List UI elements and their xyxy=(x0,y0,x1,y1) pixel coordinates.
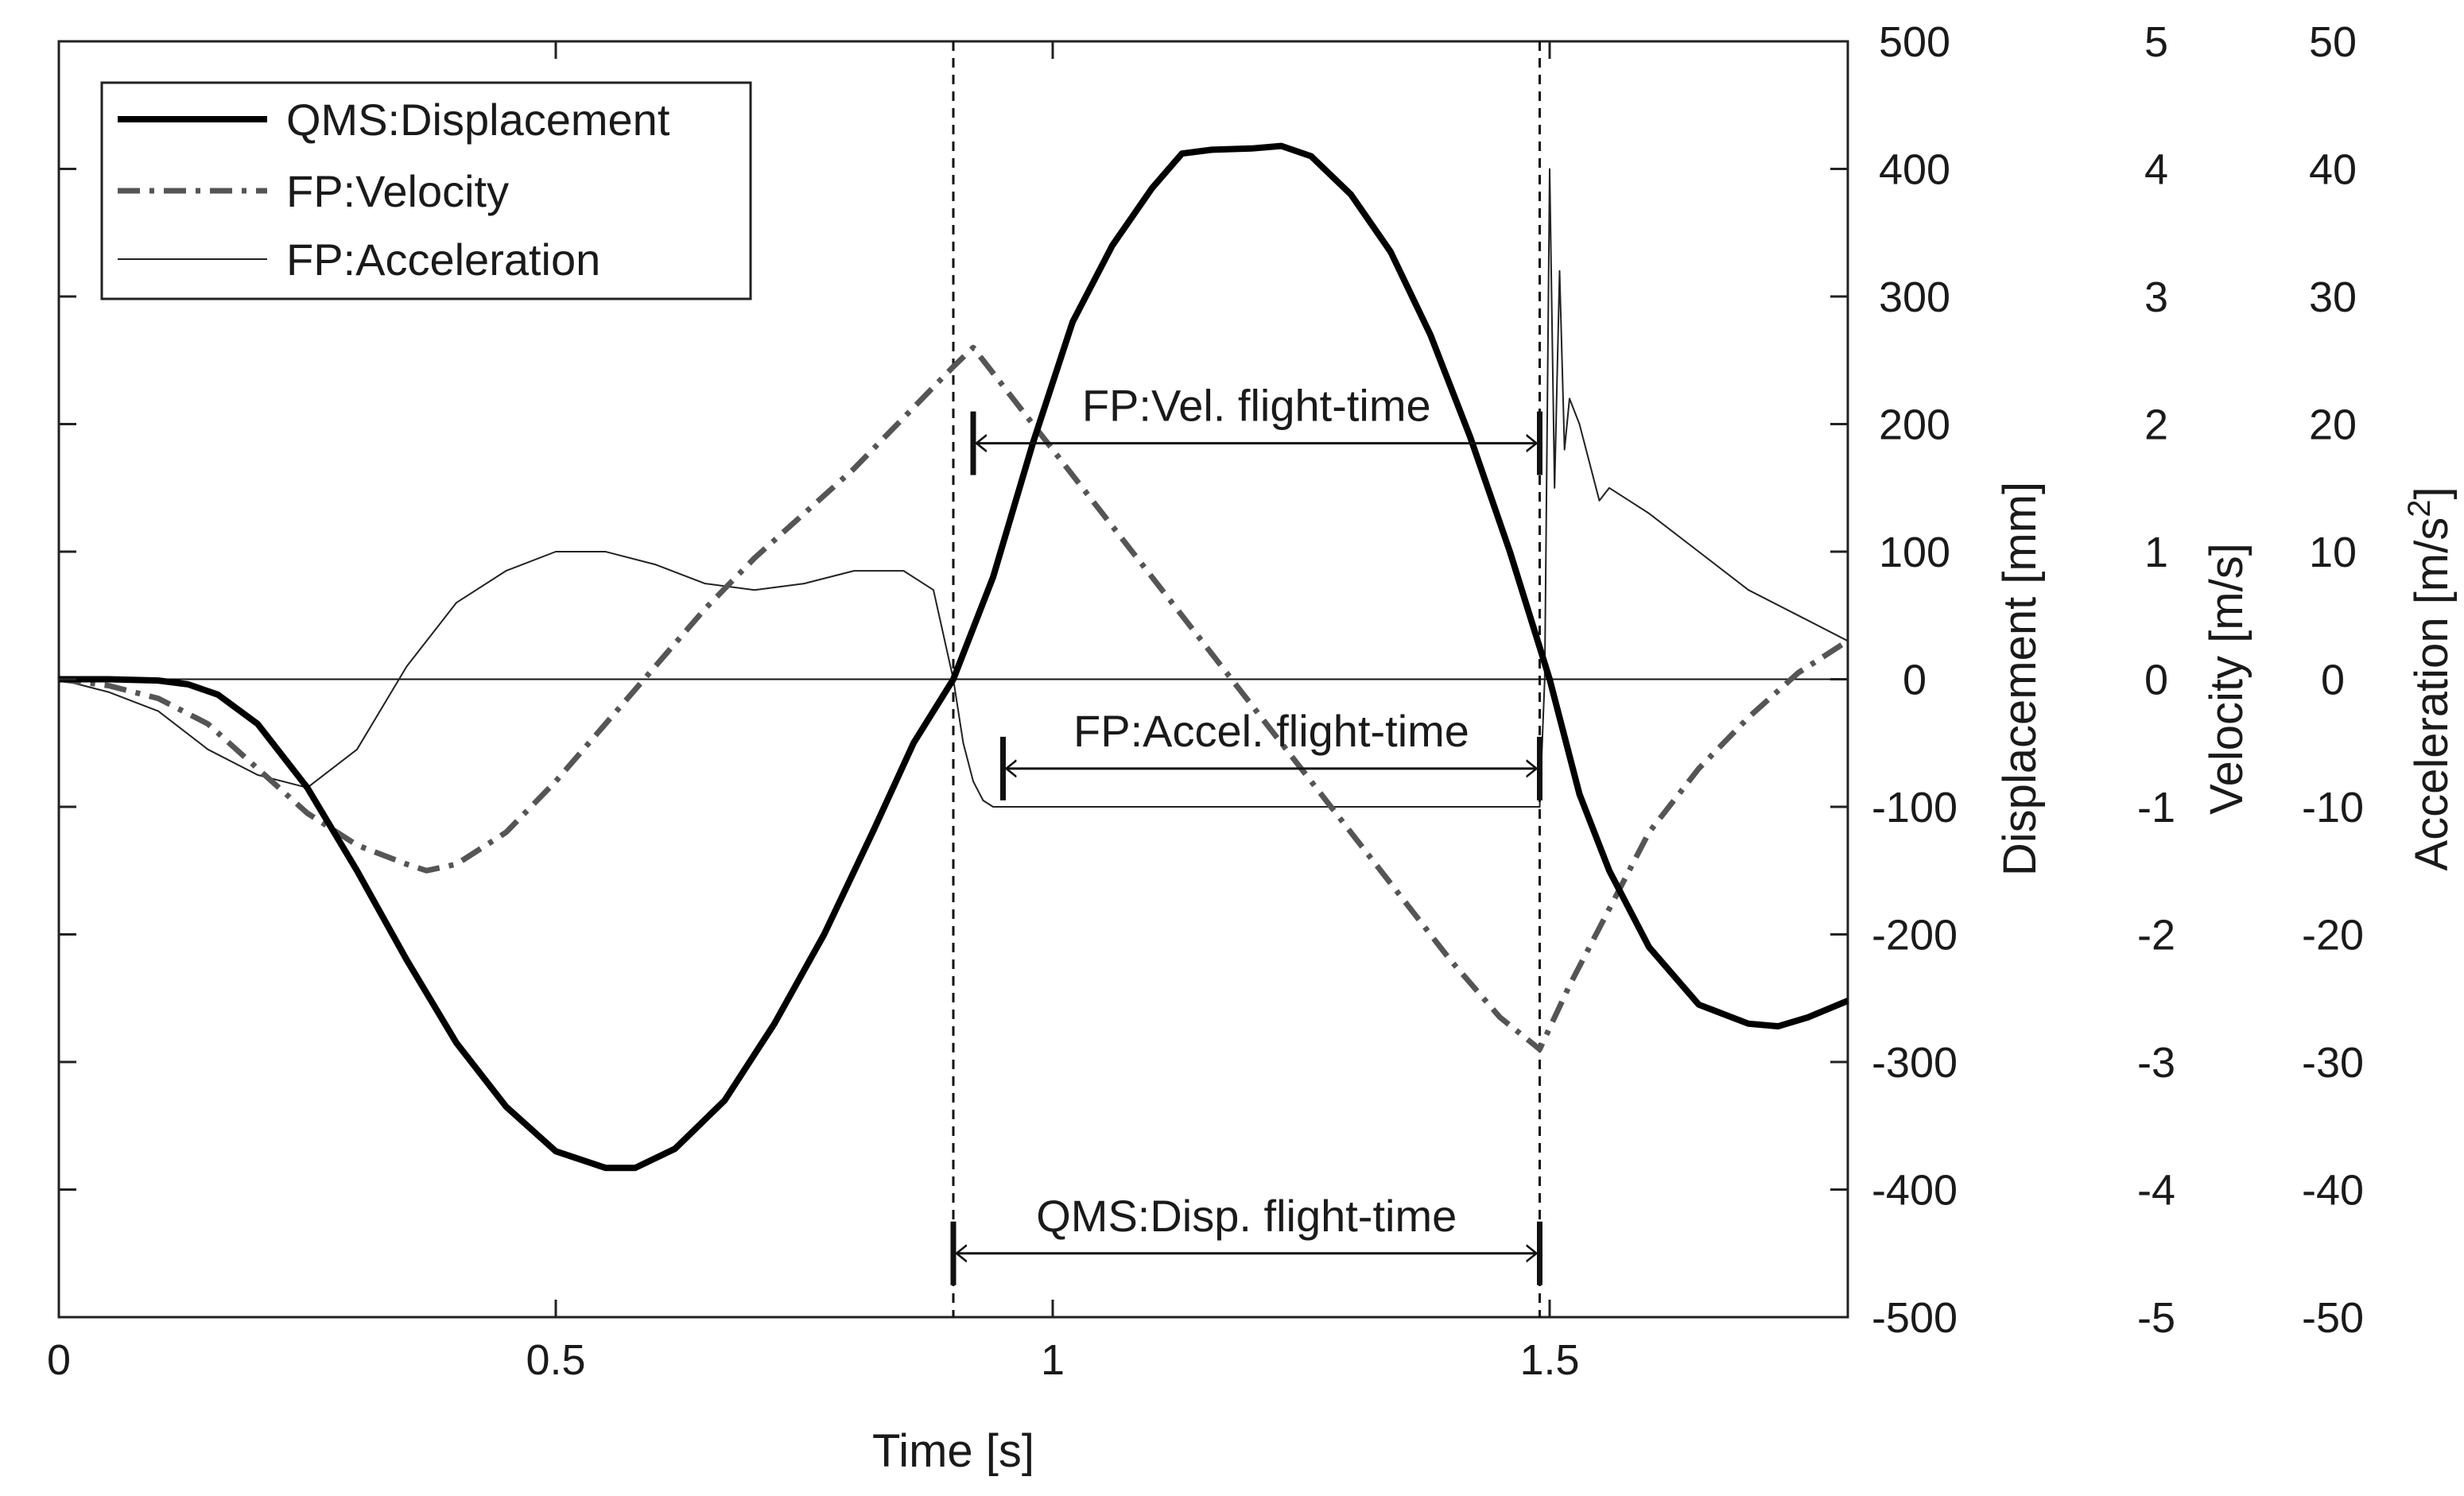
annotation-label-2: QMS:Disp. flight-time xyxy=(1036,1191,1457,1241)
legend-label-acceleration: FP:Acceleration xyxy=(286,234,600,285)
legend: QMS:Displacement FP:Velocity FP:Accelera… xyxy=(100,81,752,300)
y-tick-label-axis-2: -30 xyxy=(2302,1039,2364,1087)
x-axis-title: Time [s] xyxy=(872,1425,1034,1477)
y-tick-label-axis-1: 2 xyxy=(2144,401,2168,449)
y-axis-title-acceleration: Acceleration [m/s2] xyxy=(2402,486,2458,870)
y-tick-label-axis-0: 200 xyxy=(1879,401,1950,449)
y-tick-label-axis-1: 4 xyxy=(2144,146,2168,194)
y-axis-title-displacement: Displacement [mm] xyxy=(1994,482,2046,876)
y-tick-label-axis-2: 10 xyxy=(2309,529,2357,576)
y-tick-label-axis-0: -500 xyxy=(1872,1294,1958,1342)
y-tick-label-axis-0: -100 xyxy=(1872,784,1958,831)
y-tick-label-axis-2: -40 xyxy=(2302,1167,2364,1215)
x-tick-label: 1 xyxy=(1041,1336,1065,1384)
series-line-fp-velocity xyxy=(58,344,1849,1052)
accel-title-sup: 2 xyxy=(2402,500,2437,517)
legend-label-velocity: FP:Velocity xyxy=(286,166,509,216)
y-tick-label-axis-0: 500 xyxy=(1879,18,1950,66)
y-tick-label-axis-0: 0 xyxy=(1903,657,1927,704)
y-tick-label-axis-2: 40 xyxy=(2309,146,2357,194)
y-tick-label-axis-1: -1 xyxy=(2137,784,2175,831)
y-tick-label-axis-2: -50 xyxy=(2302,1294,2364,1342)
y-tick-label-axis-0: 400 xyxy=(1879,146,1950,194)
annotation-label-0: FP:Vel. flight-time xyxy=(1082,381,1431,431)
y-tick-label-axis-0: -400 xyxy=(1872,1167,1958,1215)
series-line-fp-acceleration xyxy=(58,168,1849,808)
y-tick-label-axis-2: 50 xyxy=(2309,18,2357,66)
y-axis-title-velocity: Velocity [m/s] xyxy=(2201,543,2253,815)
y-tick-label-axis-2: -10 xyxy=(2302,784,2364,831)
y-tick-label-axis-1: 3 xyxy=(2144,273,2168,321)
y-tick-label-axis-0: 100 xyxy=(1879,529,1950,576)
y-tick-label-axis-1: 0 xyxy=(2144,657,2168,704)
y-tick-label-axis-2: 30 xyxy=(2309,273,2357,321)
y-tick-label-axis-1: -5 xyxy=(2137,1294,2175,1342)
y-tick-label-axis-0: -300 xyxy=(1872,1039,1958,1087)
y-tick-label-axis-1: -2 xyxy=(2137,912,2175,959)
y-tick-label-axis-0: -200 xyxy=(1872,912,1958,959)
x-tick-label: 0 xyxy=(47,1336,71,1384)
y-tick-label-axis-1: 5 xyxy=(2144,18,2168,66)
x-tick-label: 0.5 xyxy=(526,1336,585,1384)
annotation-label-1: FP:Accel. flight-time xyxy=(1073,706,1469,756)
y-tick-label-axis-2: 0 xyxy=(2321,657,2345,704)
y-tick-label-axis-2: 20 xyxy=(2309,401,2357,449)
y-tick-label-axis-1: -3 xyxy=(2137,1039,2175,1087)
x-tick-label: 1.5 xyxy=(1519,1336,1579,1384)
y-tick-label-axis-1: 1 xyxy=(2144,529,2168,576)
accel-title-end: ] xyxy=(2406,486,2458,499)
accel-title-main: Acceleration [m/s xyxy=(2406,517,2458,871)
y-tick-label-axis-1: -4 xyxy=(2137,1167,2175,1215)
legend-label-displacement: QMS:Displacement xyxy=(286,95,670,145)
y-tick-label-axis-0: 300 xyxy=(1879,273,1950,321)
y-tick-label-axis-2: -20 xyxy=(2302,912,2364,959)
